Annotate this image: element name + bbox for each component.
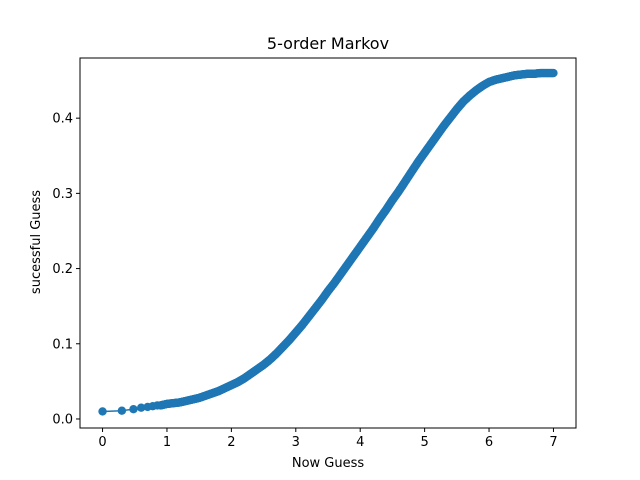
data-point [129, 405, 138, 414]
x-tick-label: 1 [163, 435, 171, 450]
x-tick-label: 5 [420, 435, 428, 450]
chart-title: 5-order Markov [267, 34, 389, 53]
x-tick-label: 0 [98, 435, 106, 450]
plot-frame [79, 57, 577, 429]
y-axis-label: sucessful Guess [29, 190, 44, 294]
data-point [98, 407, 107, 416]
x-tick-label: 7 [549, 435, 557, 450]
x-axis: 0 1 2 3 4 5 6 7 [98, 428, 558, 450]
data-point [117, 406, 127, 415]
y-tick-label: 0.3 [52, 187, 73, 202]
x-tick-label: 3 [292, 435, 300, 450]
data-point [136, 403, 146, 412]
y-tick-label: 0.2 [52, 262, 73, 277]
x-axis-label: Now Guess [292, 456, 365, 471]
y-tick-label: 0.0 [52, 412, 73, 427]
x-tick-label: 4 [356, 435, 364, 450]
x-tick-label: 6 [485, 435, 493, 450]
plot-area [98, 68, 558, 416]
y-tick-label: 0.1 [52, 337, 73, 352]
y-axis: 0.0 0.1 0.2 0.3 0.4 [52, 112, 80, 427]
y-tick-label: 0.4 [52, 112, 73, 127]
data-point [549, 68, 558, 78]
x-tick-label: 2 [227, 435, 235, 450]
series-markers [98, 68, 558, 416]
